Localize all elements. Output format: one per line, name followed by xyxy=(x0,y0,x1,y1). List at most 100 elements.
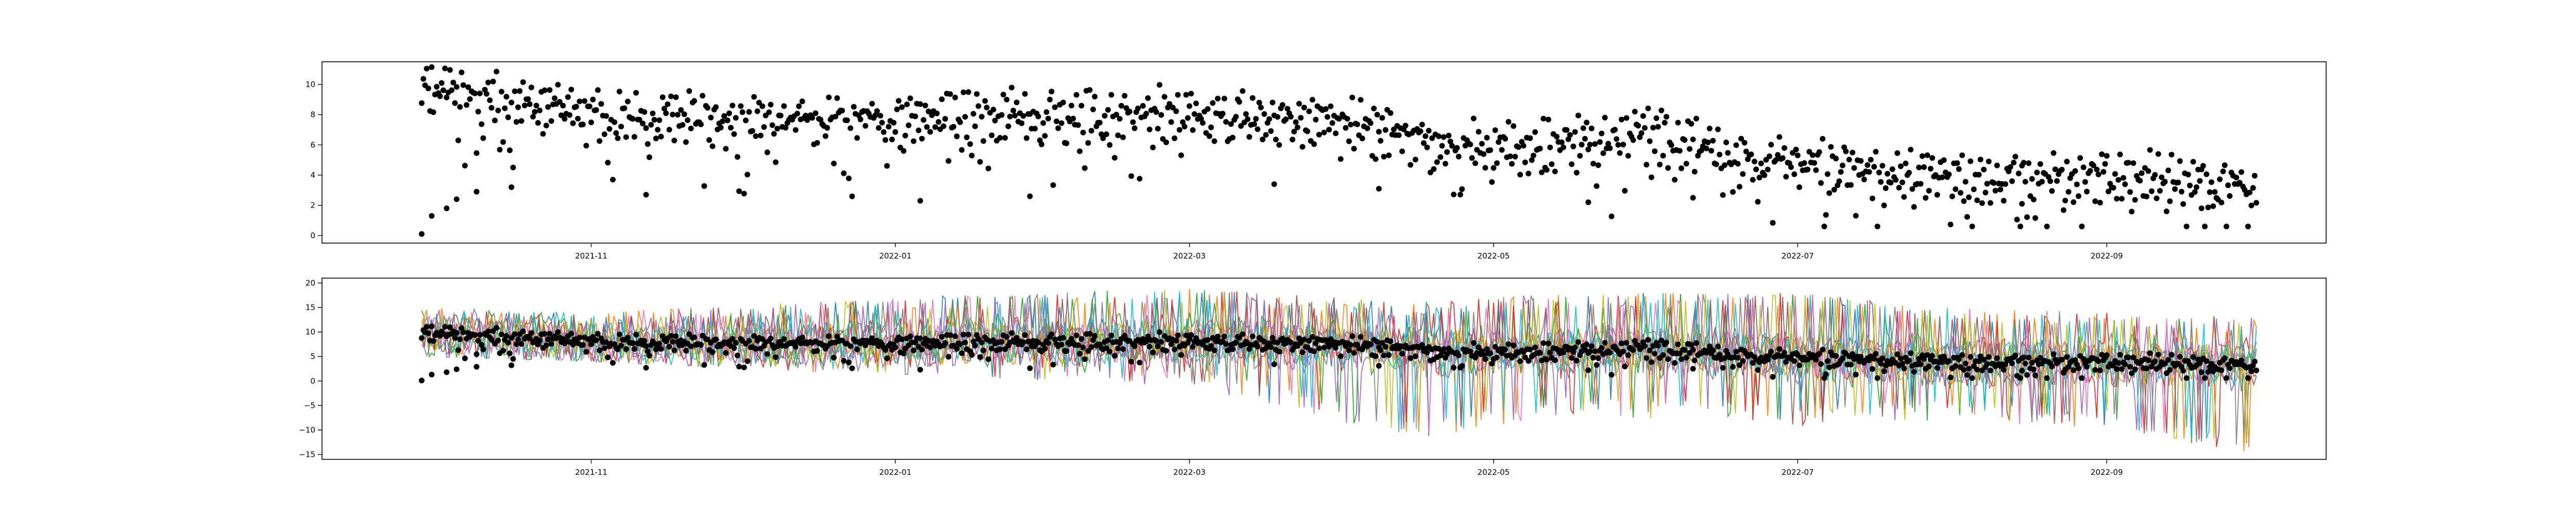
scatter-point xyxy=(1063,140,1070,146)
scatter-point xyxy=(520,328,526,334)
scatter-point xyxy=(1622,364,1628,370)
scatter-point xyxy=(1565,136,1571,142)
scatter-point xyxy=(698,342,704,348)
scatter-point xyxy=(1007,113,1013,119)
scatter-point xyxy=(1612,127,1618,133)
scatter-point xyxy=(1374,112,1380,118)
scatter-point xyxy=(2207,189,2213,195)
scatter-point xyxy=(1755,199,1761,205)
scatter-point xyxy=(1078,102,1084,109)
scatter-point xyxy=(509,99,515,106)
scatter-point xyxy=(2019,368,2025,374)
scatter-point xyxy=(2029,176,2035,182)
scatter-point xyxy=(2032,215,2038,221)
scatter-point xyxy=(1623,115,1630,121)
scatter-point xyxy=(1687,146,1693,152)
scatter-point xyxy=(583,349,589,355)
scatter-point xyxy=(2024,372,2030,378)
scatter-point xyxy=(1741,140,1748,146)
scatter-point xyxy=(1422,133,1429,139)
scatter-point xyxy=(505,339,511,346)
scatter-point xyxy=(2117,151,2123,158)
scatter-point xyxy=(1801,160,1807,166)
scatter-point xyxy=(1809,152,1816,158)
scatter-point xyxy=(970,111,976,117)
scatter-point xyxy=(919,135,925,142)
scatter-point xyxy=(2187,182,2193,188)
scatter-point xyxy=(570,120,576,126)
scatter-point xyxy=(1005,123,1011,129)
scatter-point xyxy=(1595,162,1601,168)
scatter-point xyxy=(1166,101,1173,107)
scatter-point xyxy=(1337,353,1344,359)
scatter-point xyxy=(462,355,468,362)
scatter-point xyxy=(1236,99,1242,105)
scatter-point xyxy=(2095,171,2102,178)
scatter-point xyxy=(457,104,463,110)
scatter-point xyxy=(2024,214,2030,220)
scatter-point xyxy=(2220,168,2226,175)
scatter-point xyxy=(2102,161,2108,167)
scatter-point xyxy=(605,160,611,166)
scatter-point xyxy=(1294,124,1300,130)
scatter-point xyxy=(899,104,905,110)
scatter-point xyxy=(1532,129,1538,135)
scatter-point xyxy=(796,103,802,109)
scatter-point xyxy=(447,324,453,330)
scatter-point xyxy=(1112,154,1118,161)
scatter-point xyxy=(668,333,674,339)
scatter-point xyxy=(1544,167,1550,173)
scatter-point xyxy=(2071,199,2077,205)
y-tick-label: −10 xyxy=(299,425,315,435)
scatter-point xyxy=(656,117,663,123)
scatter-point xyxy=(1824,171,1831,177)
scatter-point xyxy=(1658,337,1665,344)
scatter-point xyxy=(1953,363,1959,369)
scatter-point xyxy=(1367,120,1374,126)
scatter-point xyxy=(1301,336,1307,342)
scatter-point xyxy=(1846,157,1852,163)
scatter-point xyxy=(1509,161,1515,167)
scatter-point xyxy=(927,129,933,135)
scatter-point xyxy=(997,135,1003,141)
scatter-point xyxy=(1505,119,1512,125)
scatter-point xyxy=(1364,125,1370,131)
scatter-point xyxy=(455,347,461,353)
scatter-point xyxy=(645,348,651,354)
scatter-point xyxy=(1127,109,1133,115)
scatter-point xyxy=(886,124,892,130)
scatter-point xyxy=(2127,189,2133,195)
scatter-point xyxy=(792,344,799,350)
scatter-point xyxy=(1743,148,1749,154)
x-tick-label: 2022-07 xyxy=(1782,251,1814,261)
scatter-point xyxy=(1906,169,1912,176)
scatter-point xyxy=(2162,179,2168,185)
scatter-point xyxy=(1443,161,1448,167)
scatter-point xyxy=(1642,125,1648,131)
scatter-point xyxy=(2247,190,2253,196)
scatter-point xyxy=(1022,91,1028,97)
scatter-point xyxy=(1429,135,1435,141)
scatter-point xyxy=(924,124,930,130)
scatter-point xyxy=(1921,356,1927,362)
scatter-point xyxy=(1620,142,1626,148)
scatter-point xyxy=(1715,126,1721,132)
scatter-point xyxy=(1055,125,1061,131)
scatter-point xyxy=(2222,162,2228,168)
y-tick-label: 2 xyxy=(310,201,315,210)
scatter-point xyxy=(1816,351,1822,357)
scatter-point xyxy=(1833,156,1839,162)
scatter-point xyxy=(1261,111,1267,117)
scatter-point xyxy=(1584,119,1590,126)
scatter-point xyxy=(2159,174,2165,180)
scatter-point xyxy=(1494,160,1500,166)
scatter-point xyxy=(2130,160,2137,166)
scatter-point xyxy=(846,175,852,181)
scatter-point xyxy=(1161,94,1167,100)
scatter-point xyxy=(1561,144,1566,150)
scatter-point xyxy=(1527,135,1533,141)
scatter-point xyxy=(1128,358,1134,365)
scatter-point xyxy=(1399,148,1405,154)
scatter-point xyxy=(1467,142,1473,147)
scatter-point xyxy=(1608,372,1615,378)
